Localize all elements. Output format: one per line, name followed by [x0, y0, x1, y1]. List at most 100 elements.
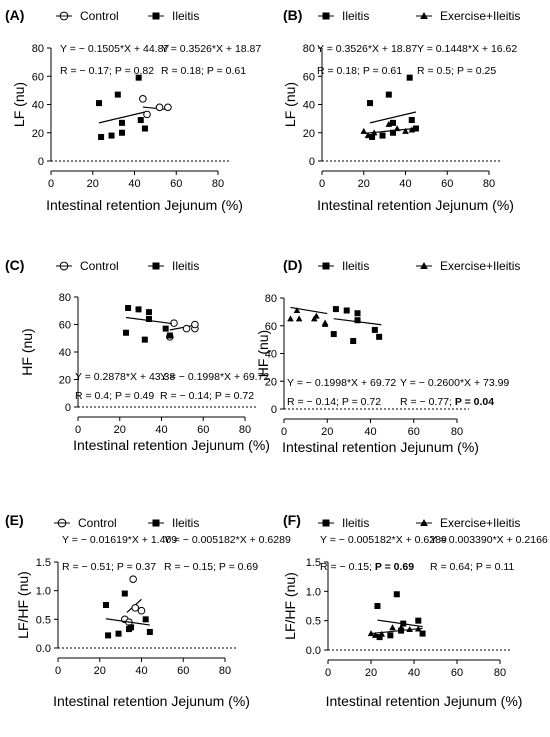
legend-label: Exercise+Ileitis [440, 259, 520, 273]
data-point [145, 316, 152, 322]
y-axis-label: HF (nu) [19, 328, 35, 375]
data-point [135, 306, 142, 313]
data-point [287, 315, 294, 322]
data-point [387, 632, 394, 639]
panel-tag: (B) [283, 7, 302, 23]
data-point [389, 119, 396, 126]
regression-line [169, 324, 196, 331]
x-tick-label: 20 [365, 667, 377, 679]
regression-annotation: Y = − 0.1505*X + 44.87 [60, 43, 169, 55]
data-point [321, 319, 329, 326]
regression-annotation: Y = − 0.005182*X + 0.6289 [164, 534, 291, 546]
y-tick-label: 80 [265, 293, 277, 305]
data-point [406, 626, 413, 633]
panel-3: (C) Control Ileitis 0 20 40 60 80 0 20 40 60 80 HF (n… [5, 257, 270, 453]
data-point [155, 103, 164, 112]
regression-annotation: Y = 0.3526*X + 18.87 [161, 43, 261, 55]
regression-annotation: Y = − 0.2600*X + 73.99 [400, 377, 509, 389]
data-point [350, 338, 357, 345]
series-1 [121, 575, 146, 627]
data-point [332, 306, 339, 313]
legend-label: Exercise+Ileitis [440, 9, 520, 23]
x-tick-label: 20 [94, 665, 106, 677]
regression-line [370, 627, 423, 635]
x-tick-label: 20 [87, 178, 99, 190]
data-point [402, 127, 409, 134]
legend-label: Ileitis [172, 9, 199, 23]
y-tick-label: 20 [265, 376, 277, 388]
data-point [397, 624, 405, 631]
x-tick-label: 0 [325, 667, 331, 679]
data-point [182, 324, 191, 333]
data-point [142, 616, 149, 623]
data-point [164, 103, 172, 112]
data-point [389, 624, 396, 631]
legend-label: Control [78, 516, 117, 530]
x-tick-label: 40 [155, 424, 167, 436]
x-tick-label: 40 [408, 667, 420, 679]
data-point [408, 126, 416, 133]
y-tick-label: 60 [265, 321, 277, 333]
data-point [354, 310, 361, 317]
data-point [141, 336, 148, 343]
regression-annotation: Y = − 0.005182*X + 0.6289 [320, 534, 447, 546]
series-1 [330, 306, 383, 345]
data-point [141, 125, 148, 132]
data-point [370, 129, 378, 136]
regression-annotation: R = 0.18; P = 0.61 [161, 65, 246, 77]
regression-annotation: Y = 0.3526*X + 18.87 [317, 43, 417, 55]
legend-label: Control [80, 9, 119, 23]
regression-annotation: R = − 0.14; P = 0.72 [287, 396, 381, 408]
x-tick-label: 0 [55, 665, 61, 677]
data-point [389, 129, 396, 136]
data-point [98, 133, 105, 140]
y-axis-label: LF/HF (nu) [282, 572, 298, 640]
series-2 [123, 305, 173, 343]
y-tick-label: 60 [303, 71, 315, 83]
regression-annotation: R = − 0.14; P = 0.72 [160, 390, 254, 402]
x-tick-label: 40 [399, 178, 411, 190]
regression-annotation: R = − 0.17; P = 0.82 [60, 65, 154, 77]
data-point [378, 630, 386, 637]
regression-annotation: Y = − 0.1998*X + 69.72 [287, 377, 396, 389]
y-tick-label: 20 [303, 128, 315, 140]
data-point [385, 91, 392, 98]
data-point [293, 307, 301, 314]
data-point [105, 632, 112, 639]
regression-line [377, 619, 423, 628]
data-point [376, 333, 383, 340]
x-tick-label: 0 [75, 424, 81, 436]
panel-tag: (D) [283, 257, 302, 273]
panel-2: (B) Ileitis Exercise+Ileitis 0 20 40 60 80 0 20 40… [282, 7, 520, 213]
y-tick-label: 40 [265, 349, 277, 361]
x-tick-label: 20 [358, 178, 370, 190]
x-tick-label: 60 [177, 665, 189, 677]
x-axis-label: Intestinal retention Jejunum (%) [326, 693, 523, 709]
x-axis-label: Intestinal retention Jejunum (%) [53, 693, 250, 709]
series-2 [103, 590, 153, 639]
y-tick-label: 40 [32, 100, 44, 112]
y-tick-label: 20 [32, 128, 44, 140]
y-tick-label: 0 [309, 156, 315, 168]
data-point [139, 95, 147, 103]
regression-annotation: R = 0.64; P = 0.11 [430, 561, 514, 573]
legend-label: Ileitis [342, 9, 369, 23]
x-tick-label: 0 [319, 178, 325, 190]
y-axis-label: LF (nu) [282, 82, 298, 127]
data-point [166, 332, 173, 339]
x-tick-label: 40 [135, 665, 147, 677]
series-2 [360, 120, 416, 139]
x-tick-label: 60 [408, 426, 420, 438]
data-point [121, 590, 128, 597]
data-point [146, 628, 153, 635]
data-point [393, 591, 400, 598]
x-tick-label: 20 [114, 424, 126, 436]
regression-line [105, 618, 150, 626]
regression-annotation: R = − 0.15; P = 0.69 [164, 561, 258, 573]
data-point [162, 325, 169, 332]
x-axis-label: Intestinal retention Jejunum (%) [73, 437, 270, 453]
regression-annotation: Y = 0.2878*X + 43.38 [75, 371, 175, 383]
data-point [374, 603, 381, 609]
panel-5: (E) Control Ileitis 0.0 0.5 1.0 1.5 0 20 40 60 80 LF… [5, 512, 291, 709]
